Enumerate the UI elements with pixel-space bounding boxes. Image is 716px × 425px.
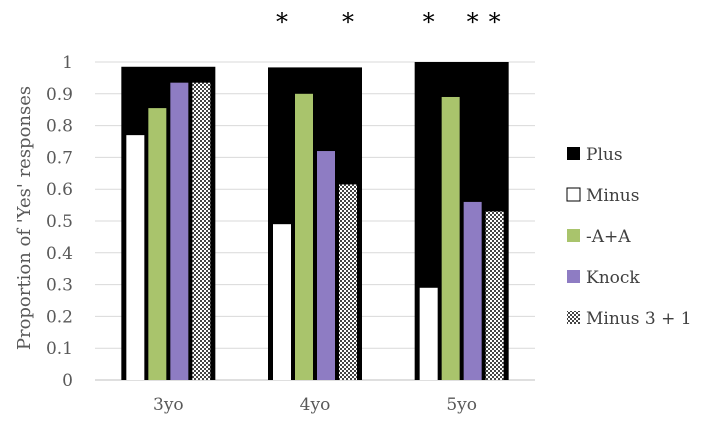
y-tick-label: 0.8 [46,117,73,137]
bars [121,62,509,381]
legend-swatch [567,311,580,324]
significance-star: * [423,8,435,36]
bar-knock-4yo [317,151,335,380]
legend-swatch [567,229,580,242]
legend: Plus Minus -A+A Knock Minus 3 + 1 [566,145,692,329]
y-tick-label: 0.9 [46,85,73,105]
legend-label: Plus [586,145,623,165]
legend-swatch [567,270,580,283]
y-tick-label: 0 [62,371,73,391]
significance-star: * [467,8,479,36]
bar--a-a-5yo [441,96,460,380]
x-category-label: 5yo [446,395,477,415]
bar--a-a-4yo [295,93,313,381]
y-tick-label: 1 [62,53,73,73]
y-tick-label: 0.2 [46,307,73,327]
y-tick-label: 0.7 [46,148,73,168]
y-axis-ticks: 0 0.1 0.2 0.3 0.4 0.5 0.6 0.7 0.8 0.9 1 [46,53,73,391]
y-tick-label: 0.3 [46,276,73,296]
significance-star: * [276,8,288,36]
x-axis-categories: 3yo 4yo 5yo [153,395,477,415]
x-category-label: 3yo [153,395,184,415]
y-axis-title: Proportion of 'Yes' responses [14,86,35,350]
bar-knock-5yo [463,201,482,380]
bar-minus-3yo [126,135,145,380]
legend-label: -A+A [586,227,631,247]
bar-minus-5yo [419,287,438,380]
bar--a-a-3yo [148,108,167,381]
significance-star: * [342,8,354,36]
significance-star: * [489,8,501,36]
legend-swatch [567,147,580,160]
x-category-label: 4yo [300,395,331,415]
y-tick-label: 0.1 [46,339,73,359]
legend-label: Minus [586,186,639,206]
bar-minus-3-1-3yo [192,82,211,381]
y-tick-label: 0.4 [46,244,73,264]
significance-stars: * * * * * [276,8,501,36]
legend-swatch [566,187,581,202]
bar-minus-4yo [273,224,291,380]
bar-minus-3-1-5yo [485,211,504,380]
bar-knock-3yo [170,82,189,381]
legend-label: Knock [586,268,640,288]
legend-label: Minus 3 + 1 [586,309,692,329]
y-tick-label: 0.6 [46,180,73,200]
bar-minus-3-1-4yo [339,184,357,380]
y-tick-label: 0.5 [46,212,73,232]
